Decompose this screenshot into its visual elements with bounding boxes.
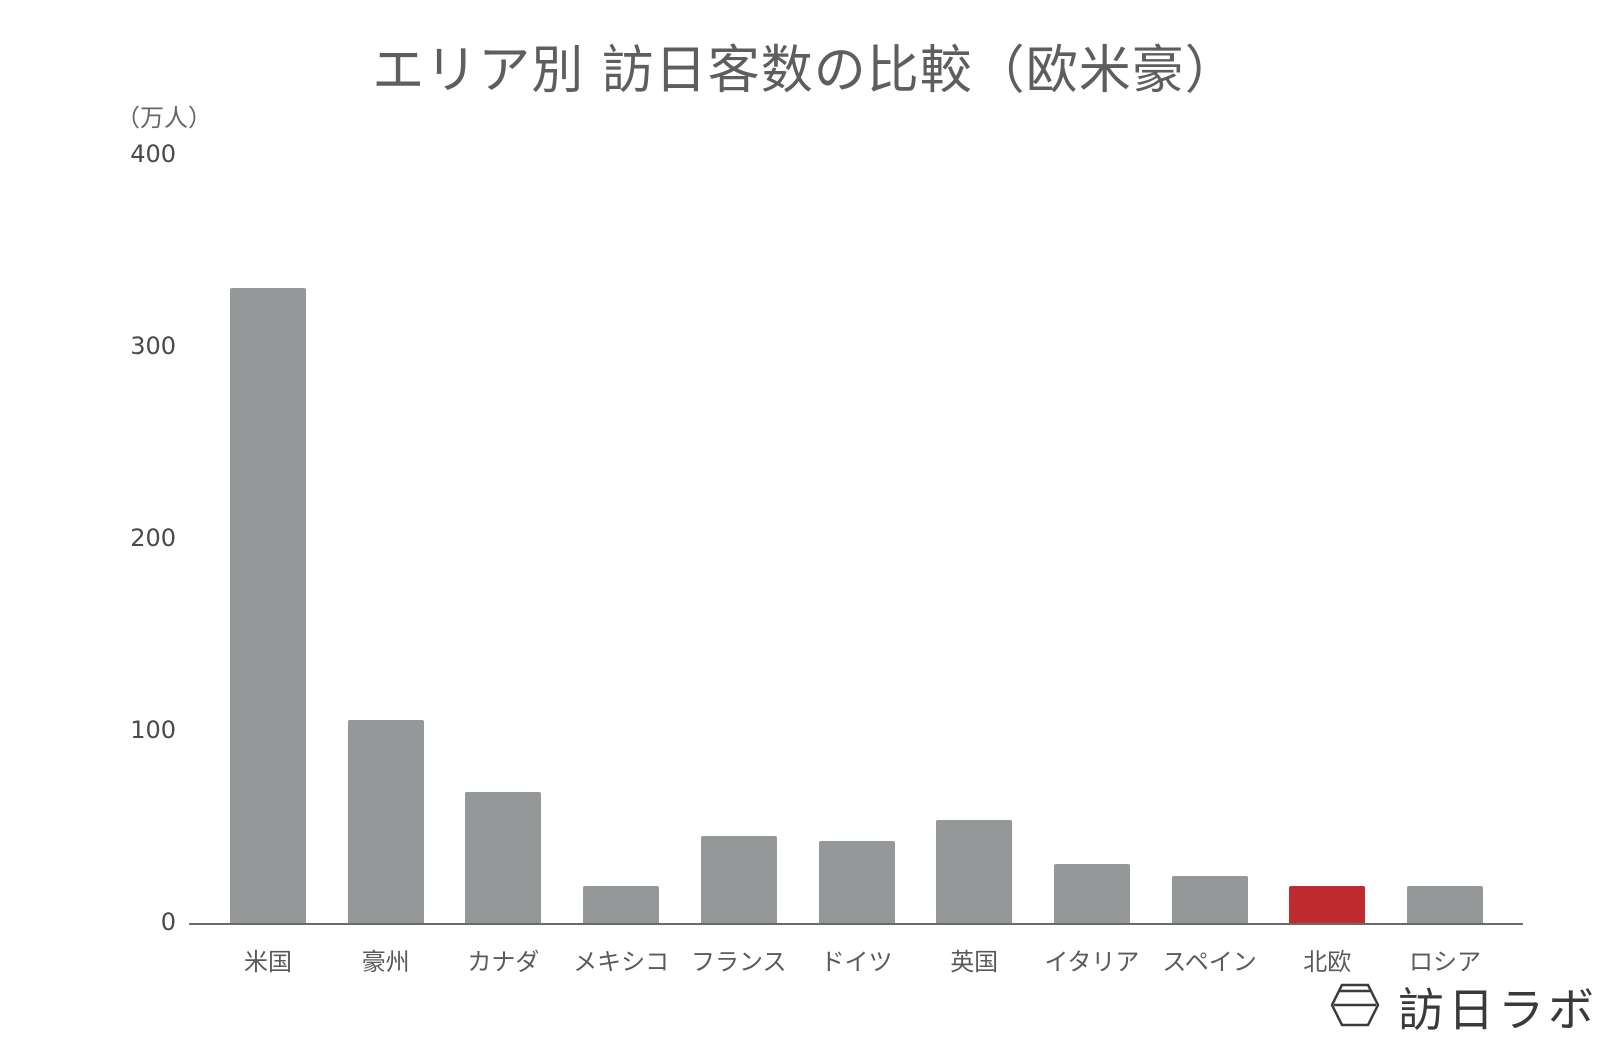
y-tick-100: 100 xyxy=(130,716,176,744)
y-tick-300: 300 xyxy=(130,332,176,360)
brand-logo: 訪日ラボ xyxy=(1330,982,1598,1037)
x-tick-label: 北欧 xyxy=(1303,948,1352,976)
x-tick-label: 米国 xyxy=(244,948,292,976)
y-tick-400: 400 xyxy=(130,140,176,168)
y-tick-0: 0 xyxy=(160,908,176,936)
x-tick-label: カナダ xyxy=(467,948,540,976)
x-axis-line xyxy=(189,923,1523,925)
x-tick-label: スペイン xyxy=(1162,948,1257,976)
bar-3 xyxy=(583,885,660,924)
chart-title: エリア別 訪日客数の比較（欧米豪） xyxy=(372,41,1238,101)
x-tick-label: 豪州 xyxy=(361,948,410,976)
bar-5 xyxy=(818,841,895,924)
bar-9 xyxy=(1289,885,1366,924)
x-tick-label: ロシア xyxy=(1409,948,1481,976)
brand-name: 訪日ラボ xyxy=(1398,983,1598,1037)
x-tick-label: イタリア xyxy=(1044,948,1140,976)
bar-10 xyxy=(1407,885,1483,924)
plot-area xyxy=(189,156,1523,924)
x-tick-label: 英国 xyxy=(950,948,999,976)
hexagon-logo-icon xyxy=(1330,983,1380,1031)
bar-2 xyxy=(465,791,542,924)
x-tick-label: フランス xyxy=(691,948,787,976)
y-tick-200: 200 xyxy=(130,524,176,552)
x-tick-label: ドイツ xyxy=(820,948,893,976)
bar-8 xyxy=(1171,876,1248,924)
bar-6 xyxy=(936,820,1013,924)
bar-1 xyxy=(347,720,424,924)
bar-7 xyxy=(1053,864,1130,924)
x-tick-label: メキシコ xyxy=(573,948,670,976)
bar-0 xyxy=(230,288,306,924)
bar-4 xyxy=(700,835,777,924)
y-axis-unit-label: （万人） xyxy=(116,104,212,132)
